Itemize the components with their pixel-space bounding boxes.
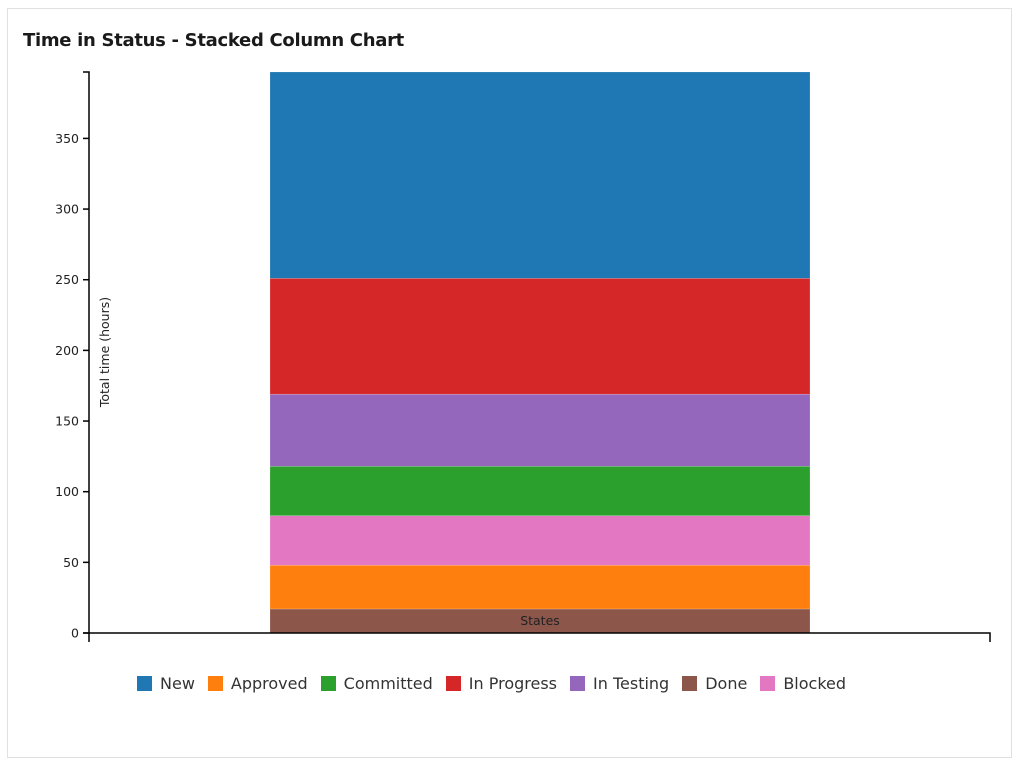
legend-item-committed[interactable]: Committed: [320, 674, 433, 693]
legend-item-in-testing[interactable]: In Testing: [570, 674, 669, 693]
x-axis: [88, 632, 991, 642]
legend-label: New: [160, 674, 195, 693]
chart-legend: New Approved Committed In Progress In Testin…: [137, 674, 859, 693]
y-tick-label: 50: [63, 555, 79, 570]
bar-segment-approved[interactable]: Approved: 31: [269, 564, 811, 610]
bar-segment-blocked[interactable]: Blocked: 35: [269, 515, 811, 566]
y-tick-label: 100: [55, 484, 79, 499]
legend-label: In Testing: [593, 674, 670, 693]
y-tick-label: 0: [71, 626, 79, 641]
bar-segment-in-testing[interactable]: In Testing: 51: [269, 393, 811, 467]
y-axis-line: [83, 71, 90, 634]
legend-item-new[interactable]: New: [137, 674, 195, 693]
bar-segment-in-progress[interactable]: In Progress: 82: [269, 278, 811, 395]
legend-item-blocked[interactable]: Blocked: [760, 674, 846, 693]
bar-stack: Done: 17Approved: 31Blocked: 35Committed…: [269, 71, 811, 634]
legend-item-done[interactable]: Done: [682, 674, 747, 693]
legend-swatch-icon: [682, 676, 698, 691]
y-axis: 0 50 100 150 200 250 300 350: [55, 71, 90, 641]
y-tick-label: 350: [55, 131, 79, 146]
y-tick-label: 250: [55, 272, 79, 287]
y-tick-label: 150: [55, 414, 79, 429]
legend-label: Blocked: [783, 674, 847, 693]
bar-segment-new[interactable]: New: 146: [269, 71, 811, 279]
legend-label: Approved: [230, 674, 308, 693]
legend-swatch-icon: [445, 676, 461, 691]
legend-label: Committed: [343, 674, 433, 693]
legend-item-approved[interactable]: Approved: [207, 674, 308, 693]
legend-swatch-icon: [207, 676, 223, 691]
bar-segment-committed[interactable]: Committed: 35: [269, 466, 811, 516]
legend-swatch-icon: [320, 676, 336, 691]
legend-swatch-icon: [137, 676, 152, 691]
legend-label: In Progress: [468, 674, 558, 693]
legend-swatch-icon: [760, 676, 776, 691]
legend-label: Done: [705, 674, 748, 693]
chart-title: Time in Status - Stacked Column Chart: [23, 30, 404, 51]
y-tick-label: 200: [55, 343, 79, 358]
y-tick-label: 300: [55, 202, 79, 217]
legend-item-in-progress[interactable]: In Progress: [445, 674, 558, 693]
x-axis-line: [88, 632, 991, 642]
legend-swatch-icon: [570, 676, 586, 691]
x-axis-category-label: States: [520, 613, 560, 628]
y-axis-title: Total time (hours): [97, 297, 112, 408]
